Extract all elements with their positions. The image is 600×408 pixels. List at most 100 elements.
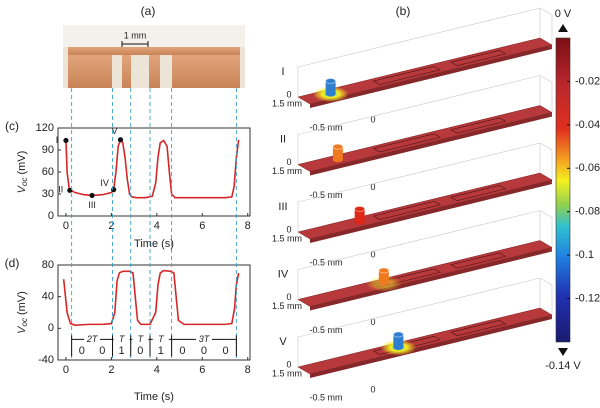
x-tick-label: 0 [63, 364, 69, 376]
axis-label: 1.5 mm [272, 166, 302, 176]
slab [297, 277, 553, 378]
slab-top [297, 307, 553, 375]
y-axis-label-part: (mV) [16, 151, 28, 175]
wireframe [539, 277, 553, 286]
data-line [65, 138, 240, 199]
electrode-outline [450, 117, 507, 134]
electrode-outline [372, 335, 441, 355]
colorbar-tick-label: -0.08 [575, 206, 600, 218]
axis-label: 1.5 mm [272, 98, 302, 108]
cylinder-top [332, 143, 344, 150]
panel-label: (a) [141, 4, 156, 18]
bit-label: 1 [119, 345, 125, 357]
period-label: 3T [199, 334, 211, 344]
slab-side [310, 247, 552, 311]
slab-top [297, 240, 553, 307]
x-tick-label: 6 [199, 364, 205, 376]
cylinder-top [378, 267, 390, 274]
wireframe [297, 210, 541, 270]
electrode [122, 55, 131, 88]
cylinder-body [378, 270, 389, 284]
scale-label: 1 mm [124, 30, 147, 40]
y-tick-label: 120 [36, 122, 54, 134]
electrode-outline [450, 252, 507, 269]
x-tick-label: 4 [154, 220, 160, 232]
axis-label: 0 [286, 292, 291, 302]
x-axis-label: Time (s) [134, 238, 174, 250]
electrode-outline [372, 133, 441, 153]
colorbar-tick-label: -0.04 [575, 119, 600, 131]
bit-label: 0 [99, 345, 105, 357]
bit-label: 0 [201, 345, 207, 357]
cylinder-bottom [378, 281, 389, 287]
wireframe [539, 75, 553, 83]
bit-label: 0 [223, 345, 229, 357]
y-tick-label: 40 [42, 291, 54, 303]
axis-label: 0 [370, 182, 375, 192]
electrode-outline [372, 200, 441, 220]
slab-side [310, 112, 552, 176]
colorbar-tick-label: -0.1 [575, 249, 594, 261]
electrode-outline [450, 185, 507, 201]
x-tick-label: 2 [108, 220, 114, 232]
electrode [172, 55, 240, 88]
panel-label: (c) [5, 119, 19, 133]
y-tick-label: 0 [48, 210, 54, 222]
axis-label: 0 [286, 89, 291, 99]
x-tick-label: 8 [245, 220, 251, 232]
bit-label: 0 [179, 345, 185, 357]
row-label: I [281, 66, 284, 78]
cylinder-body [393, 334, 404, 348]
slab [297, 7, 553, 108]
row-label: III [278, 201, 287, 213]
axis-label: 0 [370, 384, 375, 394]
x-tick-label: 6 [199, 220, 205, 232]
plot-frame [57, 264, 251, 361]
colorbar-end-marker [558, 348, 568, 356]
y-axis-label: Voc (mV) [16, 151, 29, 194]
wireframe [539, 142, 553, 151]
plot-frame [57, 127, 251, 217]
data-line [62, 269, 240, 326]
cylinder-bottom [325, 91, 336, 97]
y-axis-label: Voc (mV) [16, 291, 29, 334]
wireframe [297, 277, 541, 338]
cylinder-bottom [332, 157, 343, 163]
state-label: II [58, 185, 63, 195]
electrode-strip [68, 47, 240, 55]
x-tick-label: 8 [245, 364, 251, 376]
y-axis-label-part: V [16, 184, 28, 193]
state-label: III [88, 200, 96, 210]
colorbar-end-marker [558, 24, 568, 32]
period-label: T [119, 334, 126, 344]
axis-label: 0 [286, 359, 291, 369]
electrode-outline [450, 50, 507, 66]
row-label: II [280, 133, 286, 145]
axis-label: 0 [370, 249, 375, 259]
axis-label: 0 [286, 157, 291, 167]
row-label: V [279, 336, 287, 348]
period-label-bg [132, 333, 149, 346]
slab-top [297, 105, 553, 172]
cylinder-top [392, 331, 404, 338]
state-point [67, 187, 73, 193]
y-tick-label: 60 [42, 166, 54, 178]
electrode [68, 55, 112, 88]
period-label-bg [84, 333, 101, 346]
slab [297, 210, 553, 311]
axis-label: -0.5 mm [309, 392, 342, 402]
x-axis-label: Time (s) [134, 391, 174, 403]
period-label-bg [195, 333, 212, 346]
state-point [111, 187, 117, 193]
slab-side [310, 315, 552, 378]
electrode [149, 55, 160, 88]
period-label: T [138, 334, 145, 344]
y-tick-label: 30 [42, 188, 54, 200]
photo: 1 mm [63, 25, 245, 88]
axis-label: 0 [370, 114, 375, 124]
wireframe [539, 7, 553, 16]
x-tick-label: 0 [63, 220, 69, 232]
row-label: IV [278, 268, 289, 280]
